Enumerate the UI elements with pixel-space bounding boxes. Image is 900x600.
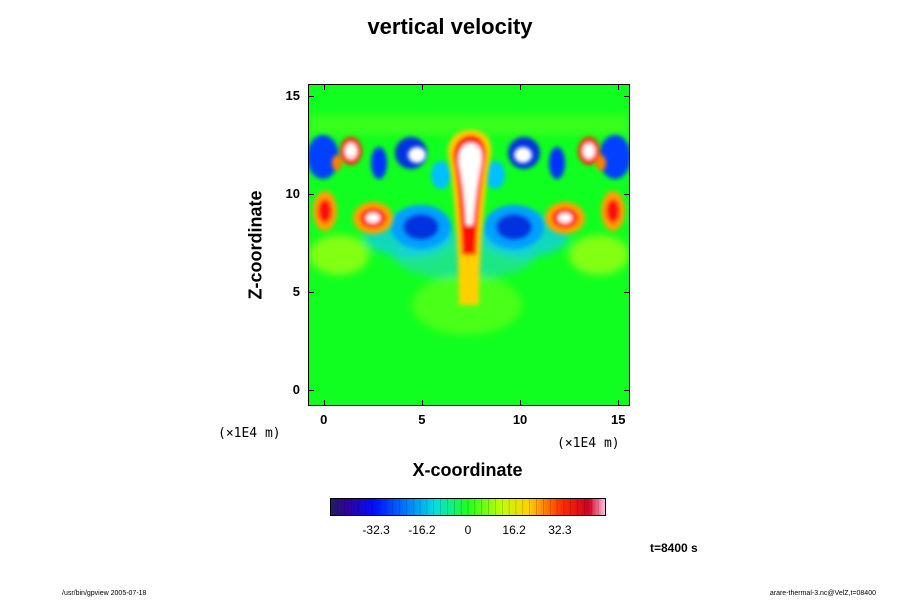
y-tick-label: 5 (292, 284, 300, 300)
x-axis-label: X-coordinate (412, 460, 523, 480)
chart-title: vertical velocity (367, 14, 533, 39)
x-tick-mark (520, 84, 522, 90)
x-tick-mark (520, 400, 522, 406)
x-tick-mark (618, 84, 620, 90)
colorbar-tick-label: 16.2 (502, 523, 526, 537)
y-tick-mark (308, 292, 314, 294)
y-tick-mark (624, 390, 630, 392)
y-tick-mark (308, 390, 314, 392)
y-tick-label: 15 (285, 87, 300, 103)
time-label: t=8400 s (650, 541, 698, 555)
y-tick-mark (624, 193, 630, 195)
footer-left: /usr/bin/gpview 2005-07-18 (62, 590, 147, 597)
central-plume (447, 130, 492, 305)
x-tick-label: 10 (512, 412, 528, 427)
x-unit-label-left: (×1E4 m) (218, 426, 281, 441)
x-tick-label: 0 (320, 412, 328, 427)
y-tick-mark (624, 292, 630, 294)
colorbar-tick-label: 32.3 (548, 523, 572, 537)
plot-area (308, 84, 630, 406)
y-tick-mark (624, 95, 630, 97)
velocity-field (309, 85, 629, 405)
x-tick-mark (323, 84, 325, 90)
x-tick-mark (421, 84, 423, 90)
x-tick-mark (323, 400, 325, 406)
x-tick-mark (618, 400, 620, 406)
y-tick-mark (308, 95, 314, 97)
colorbar-tick-label: -16.2 (408, 523, 436, 537)
footer-right: arare-thermal-3.nc@VelZ,t=08400 (769, 590, 876, 597)
colorbar-tick-label: -32.3 (362, 523, 390, 537)
y-tick-label: 10 (285, 185, 300, 201)
colorbar-gradient (331, 499, 605, 515)
colorbar-tick-label: 0 (464, 523, 472, 537)
x-tick-label: 5 (418, 412, 426, 427)
x-tick-mark (421, 400, 423, 406)
y-tick-mark (308, 193, 314, 195)
x-tick-label: 15 (610, 412, 626, 427)
updrafts (313, 137, 625, 234)
y-tick-label: 0 (292, 382, 300, 398)
x-unit-label-right: (×1E4 m) (557, 436, 620, 451)
colorbar (330, 498, 606, 516)
y-axis-label: Z-coordinate (245, 190, 266, 300)
